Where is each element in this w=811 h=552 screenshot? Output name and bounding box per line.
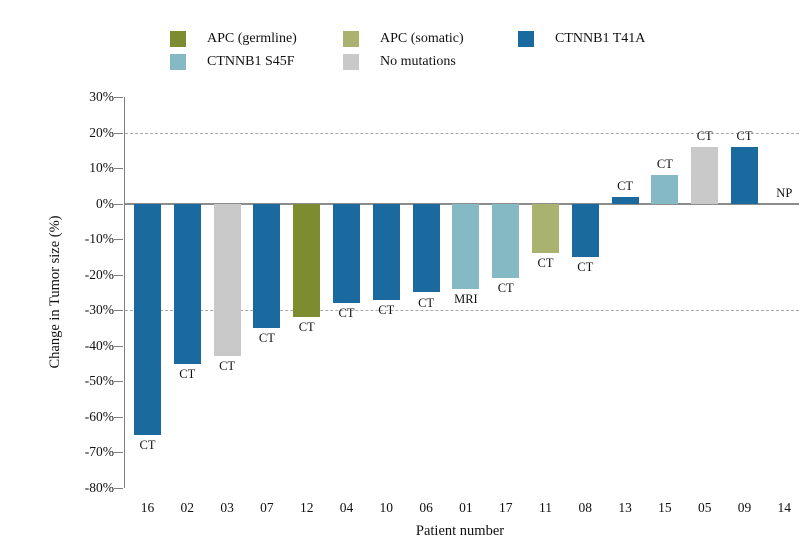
gridline--30 [124, 310, 799, 312]
x-tick-label-05: 05 [697, 500, 712, 515]
bar-scan-label-03: CT [219, 359, 236, 374]
y-tick-label: 0% [96, 195, 114, 211]
y-tick-mark [114, 310, 123, 312]
bar-08 [571, 203, 599, 257]
legend-swatch-ctnnb1_s45f [170, 54, 186, 70]
x-tick-label-16: 16 [140, 500, 155, 515]
bar-scan-label-11: CT [537, 256, 554, 271]
x-tick-label-12: 12 [299, 500, 314, 515]
y-tick-label: -10% [84, 231, 114, 247]
bar-scan-label-16: CT [139, 437, 156, 452]
bar-15 [651, 175, 679, 204]
bar-03 [213, 203, 241, 357]
legend-swatch-apc_germline [170, 31, 186, 47]
bar-13 [611, 196, 639, 204]
y-tick-label: 30% [89, 89, 114, 104]
x-tick-label-17: 17 [498, 500, 513, 515]
legend-label: No mutations [380, 54, 456, 69]
bar-scan-label-13: CT [617, 178, 634, 193]
y-tick-label: -60% [84, 408, 114, 424]
legend-label: APC (somatic) [380, 31, 464, 46]
x-tick-label-15: 15 [658, 500, 672, 515]
bar-scan-label-05: CT [696, 128, 713, 143]
x-tick-label-09: 09 [737, 500, 752, 515]
plot-area: CT 16 CT 02 CT 03 CT 07 CT 12 CT 04 CT 10 CT 06 MRI 01 CT 1… [123, 97, 799, 515]
bar-scan-label-04: CT [338, 306, 355, 321]
legend-label: APC (germline) [207, 31, 297, 46]
y-tick-mark [114, 345, 123, 347]
legend: APC (germline) APC (somatic) CTNNB1 T41A CT… [170, 31, 645, 70]
y-tick-label: 10% [89, 160, 114, 176]
y-tick-label: -40% [84, 337, 114, 353]
x-tick-label-07: 07 [260, 500, 274, 515]
bar-scan-label-02: CT [179, 366, 196, 381]
x-tick-label-13: 13 [618, 500, 632, 515]
bar-12 [293, 203, 321, 318]
bar-scan-label-10: CT [378, 302, 395, 317]
y-tick-label: -30% [84, 302, 114, 318]
bar-01 [452, 203, 480, 289]
y-tick-mark [114, 452, 123, 454]
bar-06 [412, 203, 440, 293]
bar-scan-label-09: CT [736, 128, 753, 143]
bar-scan-label-12: CT [298, 320, 315, 335]
y-tick-label: -20% [84, 266, 114, 282]
bar-scan-label-08: CT [577, 259, 594, 274]
legend-item: APC (germline) [170, 31, 343, 47]
y-tick-mark [114, 168, 123, 170]
bar-05 [691, 146, 719, 204]
x-tick-label-06: 06 [419, 500, 433, 515]
bar-02 [173, 203, 201, 364]
x-tick-label-11: 11 [539, 500, 552, 515]
y-tick-mark [114, 416, 123, 418]
x-tick-label-04: 04 [339, 500, 354, 515]
y-tick-label: -70% [84, 444, 114, 460]
y-tick-mark [114, 381, 123, 383]
bar-scan-label-14: NP [776, 185, 793, 200]
y-tick-mark [114, 274, 123, 276]
y-tick-mark [114, 203, 123, 205]
bar-16 [134, 203, 161, 435]
bar-scan-label-07: CT [258, 331, 275, 346]
x-tick-label-02: 02 [180, 500, 195, 515]
y-tick-label: -50% [84, 373, 114, 389]
x-tick-label-10: 10 [379, 500, 394, 515]
legend-label: CTNNB1 T41A [555, 31, 646, 46]
bar-09 [731, 146, 758, 204]
bar-17 [492, 203, 520, 279]
x-tick-label-14: 14 [777, 500, 792, 515]
bar-04 [333, 203, 360, 304]
y-tick-mark [114, 239, 123, 241]
x-tick-label-01: 01 [459, 500, 473, 515]
legend-item: No mutations [343, 54, 518, 70]
y-tick-label: 20% [89, 124, 114, 140]
legend-swatch-no_mutations [343, 54, 359, 70]
legend-item: CTNNB1 S45F [170, 54, 343, 70]
bar-07 [253, 203, 281, 329]
legend-item: CTNNB1 T41A [518, 31, 645, 47]
y-tick-mark [114, 132, 123, 134]
y-tick-label: -80% [84, 480, 114, 495]
legend-item: APC (somatic) [343, 31, 518, 47]
y-tick-mark [114, 488, 123, 489]
legend-swatch-ctnnb1_t41a [518, 31, 534, 47]
bar-scan-label-17: CT [497, 281, 514, 296]
x-axis-title: Patient number [415, 523, 505, 539]
bar-scan-label-15: CT [656, 157, 673, 172]
bar-10 [372, 203, 400, 300]
y-axis-title: Change in Tumor size (%) [47, 215, 63, 369]
y-tick-mark [114, 97, 123, 98]
gridline-20 [124, 132, 799, 134]
legend-label: CTNNB1 S45F [207, 54, 295, 69]
bar-scan-label-01: MRI [454, 291, 478, 306]
bar-scan-label-06: CT [418, 295, 435, 310]
bar-11 [532, 203, 559, 254]
x-tick-label-08: 08 [578, 500, 593, 515]
legend-swatch-apc_somatic [343, 31, 359, 47]
x-tick-label-03: 03 [220, 500, 234, 515]
